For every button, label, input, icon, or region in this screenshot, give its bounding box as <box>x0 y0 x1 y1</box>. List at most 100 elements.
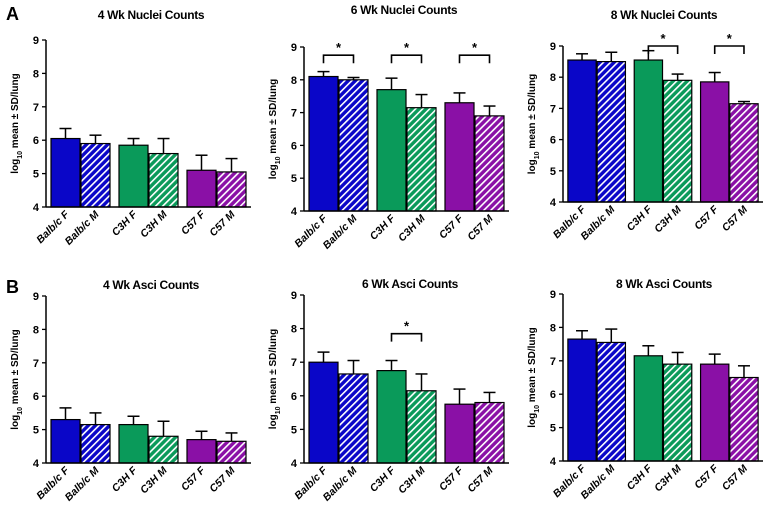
bar-c57-f <box>444 102 475 212</box>
bar-c3h-f <box>376 89 407 212</box>
bar-c57-m <box>474 115 505 212</box>
bar-c57-m <box>216 440 247 464</box>
y-tick-label: 6 <box>33 391 39 403</box>
category-label: C57 F <box>179 208 208 237</box>
y-tick-label: 8 <box>33 68 39 80</box>
bar-balb-c-f <box>308 75 339 212</box>
y-tick-label: 4 <box>291 458 298 470</box>
bar-c57-f <box>186 169 217 208</box>
y-tick-label: 8 <box>550 322 556 334</box>
y-tick-label: 8 <box>550 72 556 84</box>
y-tick-label: 5 <box>291 173 297 185</box>
category-label: C3H F <box>625 203 655 233</box>
category-label: C57 M <box>465 464 496 495</box>
panel-letter-a: A <box>6 4 19 24</box>
category-label: C57 F <box>692 203 721 232</box>
y-tick-label: 5 <box>291 424 297 436</box>
category-label: C3H F <box>368 212 398 242</box>
bar-balb-c-m <box>596 60 627 203</box>
y-tick-label: 8 <box>33 324 39 336</box>
bar-c3h-f <box>118 144 149 208</box>
y-tick-label: 4 <box>291 206 298 218</box>
y-axis-label: log10 mean ± SD/lung <box>527 327 541 428</box>
chart-title: 4 Wk Nuclei Counts <box>98 8 205 22</box>
significance-bracket <box>322 54 355 64</box>
chart-title: 8 Wk Nuclei Counts <box>611 8 718 22</box>
bar-c3h-m <box>148 435 179 464</box>
y-tick-label: 8 <box>291 324 297 336</box>
category-label: C3H M <box>396 464 428 496</box>
bar-c57-m <box>474 401 505 464</box>
panel-letter-b: B <box>6 277 19 297</box>
y-tick-label: 9 <box>550 289 556 301</box>
significance-star: * <box>727 31 733 46</box>
y-tick-label: 5 <box>550 423 556 435</box>
bar-balb-c-m <box>80 423 111 464</box>
y-tick-label: 9 <box>33 291 39 303</box>
bar-c3h-m <box>662 363 693 462</box>
bar-balb-c-f <box>567 338 597 462</box>
y-tick-label: 4 <box>33 202 40 214</box>
y-tick-label: 6 <box>550 389 556 401</box>
category-label: C3H M <box>652 203 684 235</box>
category-label: C57 F <box>692 462 721 491</box>
significance-bracket <box>390 54 423 64</box>
y-tick-label: 4 <box>550 197 557 209</box>
category-label: C57 M <box>720 203 751 234</box>
y-tick-label: 7 <box>33 358 39 370</box>
category-label: C3H M <box>652 462 684 494</box>
chart-title: 4 Wk Asci Counts <box>103 278 200 292</box>
y-tick-label: 7 <box>550 356 556 368</box>
bar-c3h-f <box>118 423 149 464</box>
significance-star: * <box>404 40 410 55</box>
y-tick-label: 9 <box>33 35 39 47</box>
category-label: C3H F <box>368 464 398 494</box>
bar-balb-c-f <box>50 418 81 464</box>
bar-c57-f <box>186 439 217 464</box>
y-tick-label: 7 <box>550 103 556 115</box>
bar-balb-c-m <box>338 79 369 212</box>
chart-title: 8 Wk Asci Counts <box>616 277 713 291</box>
y-axis-label: log10 mean ± SD/lung <box>268 79 282 180</box>
y-tick-label: 9 <box>550 41 556 53</box>
bar-c3h-m <box>662 79 693 203</box>
bar-balb-c-m <box>80 142 111 208</box>
bar-balb-c-m <box>338 373 369 464</box>
bar-c3h-f <box>376 370 407 464</box>
bar-c3h-f <box>633 355 664 462</box>
y-tick-label: 6 <box>33 135 39 147</box>
y-tick-label: 9 <box>291 290 297 302</box>
y-tick-label: 5 <box>33 425 39 437</box>
bar-balb-c-f <box>567 59 597 203</box>
category-label: C57 M <box>720 462 751 493</box>
category-label: C57 F <box>179 464 208 493</box>
bar-c57-f <box>699 81 730 203</box>
bar-c57-m <box>216 171 247 208</box>
bar-c3h-m <box>406 107 437 212</box>
bar-c57-f <box>444 403 475 464</box>
y-tick-label: 8 <box>291 75 297 87</box>
bar-balb-c-m <box>596 341 627 462</box>
chart-title: 6 Wk Asci Counts <box>362 277 459 291</box>
significance-bracket <box>647 45 679 54</box>
category-label: C57 F <box>437 464 466 493</box>
category-label: C3H M <box>138 464 170 496</box>
significance-star: * <box>660 31 666 46</box>
y-tick-label: 6 <box>550 135 556 147</box>
bar-c57-f <box>699 363 730 462</box>
y-tick-label: 6 <box>291 140 297 152</box>
significance-star: * <box>336 40 342 55</box>
y-tick-label: 7 <box>33 102 39 114</box>
bar-c57-m <box>729 103 759 203</box>
y-tick-label: 7 <box>291 108 297 120</box>
significance-star: * <box>404 319 410 334</box>
category-label: C57 F <box>437 212 466 241</box>
category-label: C3H F <box>625 462 655 492</box>
significance-bracket <box>713 45 745 54</box>
